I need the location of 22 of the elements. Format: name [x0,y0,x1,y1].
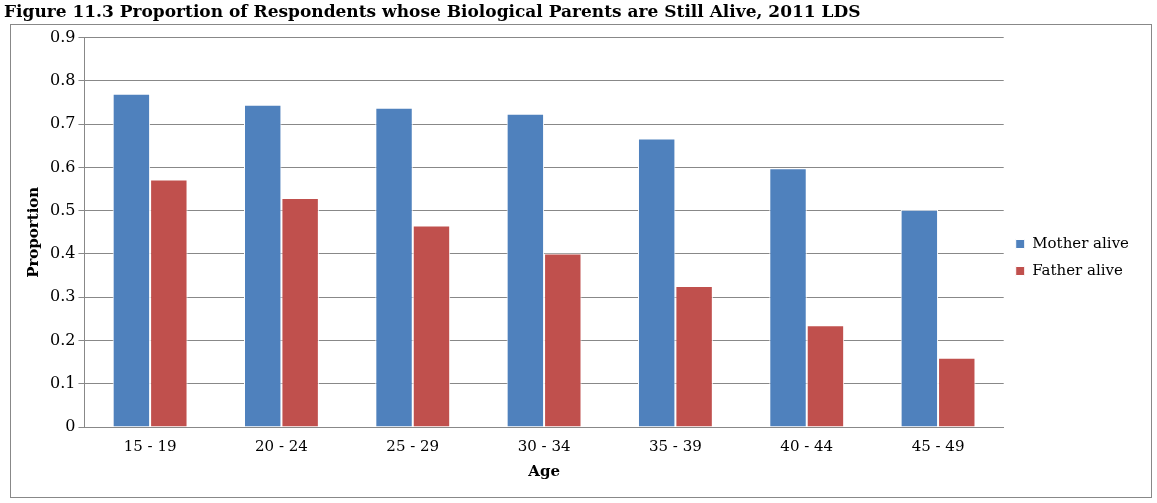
y-tick-label: 0.2 [49,329,76,349]
x-tick-label: 25 - 29 [386,436,440,455]
x-axis-title: Age [527,461,560,480]
y-tick-label: 0.7 [49,113,76,133]
x-tick-label: 35 - 39 [649,436,702,455]
y-axis-title: Proportion [23,186,42,278]
x-tick-label: 20 - 24 [255,436,308,455]
y-tick-label: 0.3 [49,286,76,306]
x-tick-label: 15 - 19 [123,436,177,455]
y-tick-label: 0.6 [49,156,76,176]
y-tick-label: 0 [65,416,76,436]
y-tick-label: 0.5 [49,199,76,219]
legend-label: Father alive [1032,260,1124,279]
chart-title: Figure 11.3 Proportion of Respondents whose Biological Parents are Still Alive, 2011 LDS [3,0,862,22]
y-tick-label: 0.9 [49,26,76,46]
legend-label: Mother alive [1032,233,1130,252]
y-tick-label: 0.8 [49,70,76,90]
y-tick-label: 0.4 [49,243,76,263]
x-tick-label: 45 - 49 [911,436,965,455]
y-tick-label: 0.1 [49,372,76,392]
x-tick-label: 30 - 34 [517,436,571,455]
x-tick-label: 40 - 44 [780,436,834,455]
